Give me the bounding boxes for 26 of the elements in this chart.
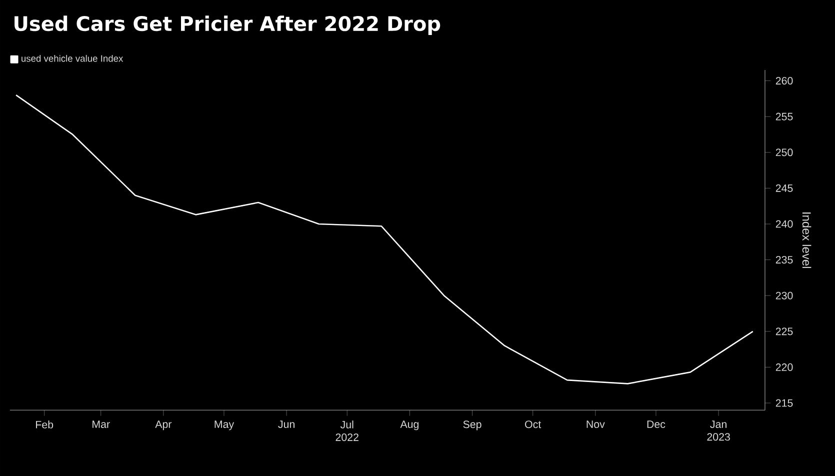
x-tick-label: Dec	[647, 420, 666, 428]
y-tick-label: 220	[776, 363, 793, 371]
y-tick-label: 230	[776, 292, 793, 300]
x-tick-label: Jul 2022	[336, 420, 358, 441]
y-tick-label: 215	[776, 399, 793, 407]
y-tick-label: 245	[776, 184, 793, 192]
x-tick-label: Nov	[586, 420, 605, 428]
y-tick-label: 260	[776, 76, 793, 84]
y-tick-label: 255	[776, 112, 793, 120]
x-tick-label: Apr	[155, 420, 172, 430]
y-tick-label: 235	[776, 256, 793, 264]
legend-label: used vehicle value Index	[22, 54, 124, 62]
x-tick-label: Sep	[463, 420, 482, 430]
y-tick-label: 240	[776, 220, 793, 228]
x-tick-label: Jun	[278, 420, 294, 428]
chart-title: Used Cars Get Pricier After 2022 Drop	[14, 16, 440, 35]
x-tick-label: Mar	[92, 420, 110, 428]
y-tick-label: 225	[776, 328, 793, 336]
x-tick-label: May	[214, 420, 234, 430]
x-tick-label: Oct	[525, 420, 542, 428]
y-tick-label: 250	[776, 148, 793, 156]
line-series	[15, 94, 754, 384]
x-tick-label: Jan 2023	[707, 420, 730, 441]
x-tick-label: Feb	[36, 420, 54, 428]
y-axis-title: Index level	[802, 212, 812, 268]
x-tick-label: Aug	[400, 420, 419, 430]
